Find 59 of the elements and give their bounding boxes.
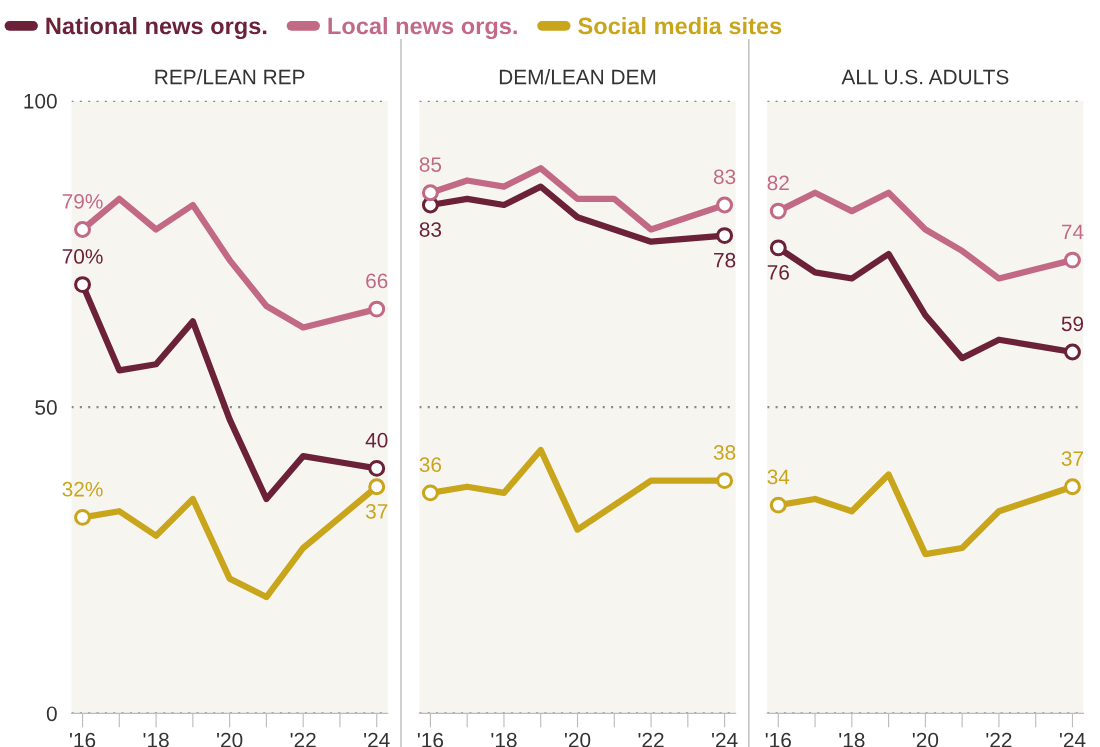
y-tick-label: 50 bbox=[35, 400, 57, 415]
data-label: 85 bbox=[419, 157, 442, 172]
data-label: 74 bbox=[1061, 224, 1084, 240]
data-label: 83 bbox=[713, 169, 736, 185]
point bbox=[769, 496, 787, 514]
point bbox=[368, 478, 386, 496]
point bbox=[421, 484, 439, 502]
legend-label: Social media sites bbox=[578, 17, 782, 35]
data-label: 34 bbox=[767, 469, 790, 485]
data-label: 82 bbox=[767, 175, 789, 191]
point bbox=[74, 508, 92, 526]
x-tick-label: '24 bbox=[712, 732, 738, 747]
y-tick-label: 0 bbox=[46, 706, 57, 722]
data-label: 37 bbox=[365, 503, 388, 519]
point bbox=[421, 184, 439, 202]
chart-title: ALL U.S. ADULTS bbox=[841, 69, 1009, 85]
point bbox=[1063, 343, 1081, 361]
point bbox=[74, 221, 92, 238]
x-tick-label: '16 bbox=[765, 732, 791, 747]
data-label: 37 bbox=[1061, 451, 1084, 466]
x-tick-label: '22 bbox=[638, 732, 664, 747]
point bbox=[716, 196, 734, 214]
point bbox=[716, 472, 734, 490]
x-tick-label: '20 bbox=[912, 732, 939, 747]
chart-title: REP/LEAN REP bbox=[155, 69, 305, 85]
x-tick-label: '16 bbox=[417, 732, 444, 747]
x-tick-label: '22 bbox=[290, 732, 316, 747]
x-tick-label: '20 bbox=[217, 732, 243, 747]
point bbox=[769, 239, 787, 257]
x-tick-label: '24 bbox=[1059, 732, 1086, 747]
legend-label: Local news orgs. bbox=[328, 17, 517, 40]
legend-label: National news orgs. bbox=[46, 17, 267, 40]
y-tick-label: 100 bbox=[24, 93, 57, 109]
point bbox=[1063, 251, 1081, 269]
data-label: 70% bbox=[62, 249, 103, 264]
x-tick-label: '18 bbox=[143, 732, 169, 747]
x-tick-label: '22 bbox=[986, 732, 1012, 747]
point bbox=[1063, 478, 1081, 496]
point bbox=[769, 202, 787, 220]
data-label: 38 bbox=[713, 445, 736, 460]
point bbox=[368, 459, 386, 477]
x-tick-label: '18 bbox=[491, 732, 517, 747]
x-tick-label: '24 bbox=[364, 732, 390, 747]
data-label: 32% bbox=[62, 481, 103, 497]
point bbox=[74, 276, 92, 294]
data-label: 76 bbox=[767, 265, 789, 280]
x-tick-label: '18 bbox=[839, 732, 865, 747]
data-label: 78 bbox=[714, 252, 736, 268]
data-label: 79% bbox=[62, 193, 103, 209]
point bbox=[368, 300, 386, 318]
x-tick-label: '16 bbox=[70, 732, 96, 747]
point bbox=[716, 227, 734, 245]
data-label: 59 bbox=[1061, 316, 1084, 332]
data-label: 66 bbox=[366, 273, 388, 289]
data-label: 40 bbox=[365, 432, 388, 448]
data-label: 36 bbox=[419, 457, 442, 473]
data-label: 83 bbox=[419, 222, 442, 237]
chart-title: DEM/LEAN DEM bbox=[499, 69, 656, 85]
x-tick-label: '20 bbox=[564, 732, 591, 747]
